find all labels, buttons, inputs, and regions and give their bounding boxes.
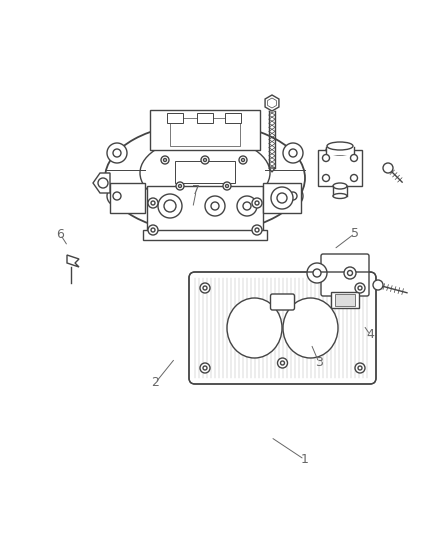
FancyBboxPatch shape <box>189 272 376 384</box>
Text: 5: 5 <box>351 227 359 240</box>
Circle shape <box>347 271 353 276</box>
FancyBboxPatch shape <box>143 230 267 240</box>
Circle shape <box>151 228 155 232</box>
Circle shape <box>164 200 176 212</box>
Text: 3: 3 <box>315 356 323 369</box>
FancyBboxPatch shape <box>170 118 240 146</box>
Circle shape <box>179 184 181 188</box>
FancyBboxPatch shape <box>110 183 145 213</box>
FancyBboxPatch shape <box>167 113 183 123</box>
Circle shape <box>148 225 158 235</box>
FancyBboxPatch shape <box>331 292 359 308</box>
Ellipse shape <box>105 123 305 233</box>
FancyBboxPatch shape <box>150 110 260 150</box>
Text: 6: 6 <box>57 228 64 241</box>
Circle shape <box>107 186 127 206</box>
Polygon shape <box>269 168 275 172</box>
Text: 2: 2 <box>152 376 159 389</box>
Circle shape <box>241 158 244 161</box>
Ellipse shape <box>140 137 270 209</box>
Circle shape <box>237 196 257 216</box>
Circle shape <box>239 156 247 164</box>
Circle shape <box>205 196 225 216</box>
Circle shape <box>163 158 166 161</box>
Ellipse shape <box>283 298 338 358</box>
Circle shape <box>289 192 297 200</box>
Circle shape <box>226 184 229 188</box>
Circle shape <box>350 155 357 161</box>
Circle shape <box>255 201 259 205</box>
Circle shape <box>373 280 383 290</box>
Ellipse shape <box>327 142 353 150</box>
Circle shape <box>243 202 251 210</box>
Circle shape <box>322 174 329 182</box>
Bar <box>326 147 354 155</box>
Circle shape <box>161 156 169 164</box>
Polygon shape <box>265 95 279 111</box>
Text: 7: 7 <box>192 184 200 197</box>
Circle shape <box>358 286 362 290</box>
Ellipse shape <box>326 145 354 155</box>
Circle shape <box>107 143 127 163</box>
Circle shape <box>176 182 184 190</box>
Circle shape <box>350 174 357 182</box>
Circle shape <box>355 363 365 373</box>
Ellipse shape <box>333 193 347 198</box>
Circle shape <box>280 361 285 365</box>
Circle shape <box>355 283 365 293</box>
Circle shape <box>113 192 121 200</box>
Circle shape <box>203 366 207 370</box>
Circle shape <box>252 225 262 235</box>
Circle shape <box>344 267 356 279</box>
Circle shape <box>277 193 287 203</box>
FancyBboxPatch shape <box>225 113 241 123</box>
Circle shape <box>151 201 155 205</box>
FancyBboxPatch shape <box>175 161 235 183</box>
Circle shape <box>98 178 108 188</box>
Circle shape <box>203 286 207 290</box>
Circle shape <box>358 366 362 370</box>
FancyBboxPatch shape <box>197 113 213 123</box>
Circle shape <box>322 155 329 161</box>
FancyBboxPatch shape <box>335 294 355 306</box>
Circle shape <box>255 228 259 232</box>
FancyBboxPatch shape <box>321 254 369 296</box>
Circle shape <box>289 149 297 157</box>
Circle shape <box>113 149 121 157</box>
FancyBboxPatch shape <box>147 186 263 236</box>
Circle shape <box>148 198 158 208</box>
Text: 1: 1 <box>300 453 308 466</box>
Polygon shape <box>93 173 110 193</box>
FancyBboxPatch shape <box>318 150 362 186</box>
Ellipse shape <box>333 183 347 189</box>
Polygon shape <box>67 255 79 267</box>
Circle shape <box>283 186 303 206</box>
FancyBboxPatch shape <box>263 183 301 213</box>
Circle shape <box>252 198 262 208</box>
Ellipse shape <box>227 298 282 358</box>
Circle shape <box>271 187 293 209</box>
Circle shape <box>211 202 219 210</box>
Circle shape <box>283 143 303 163</box>
Circle shape <box>158 194 182 218</box>
Circle shape <box>204 158 206 161</box>
Text: 4: 4 <box>366 328 374 341</box>
Circle shape <box>200 283 210 293</box>
Circle shape <box>223 182 231 190</box>
Circle shape <box>313 269 321 277</box>
Circle shape <box>278 358 287 368</box>
Circle shape <box>383 163 393 173</box>
Circle shape <box>200 363 210 373</box>
Circle shape <box>201 156 209 164</box>
FancyBboxPatch shape <box>271 294 294 310</box>
Circle shape <box>307 263 327 283</box>
